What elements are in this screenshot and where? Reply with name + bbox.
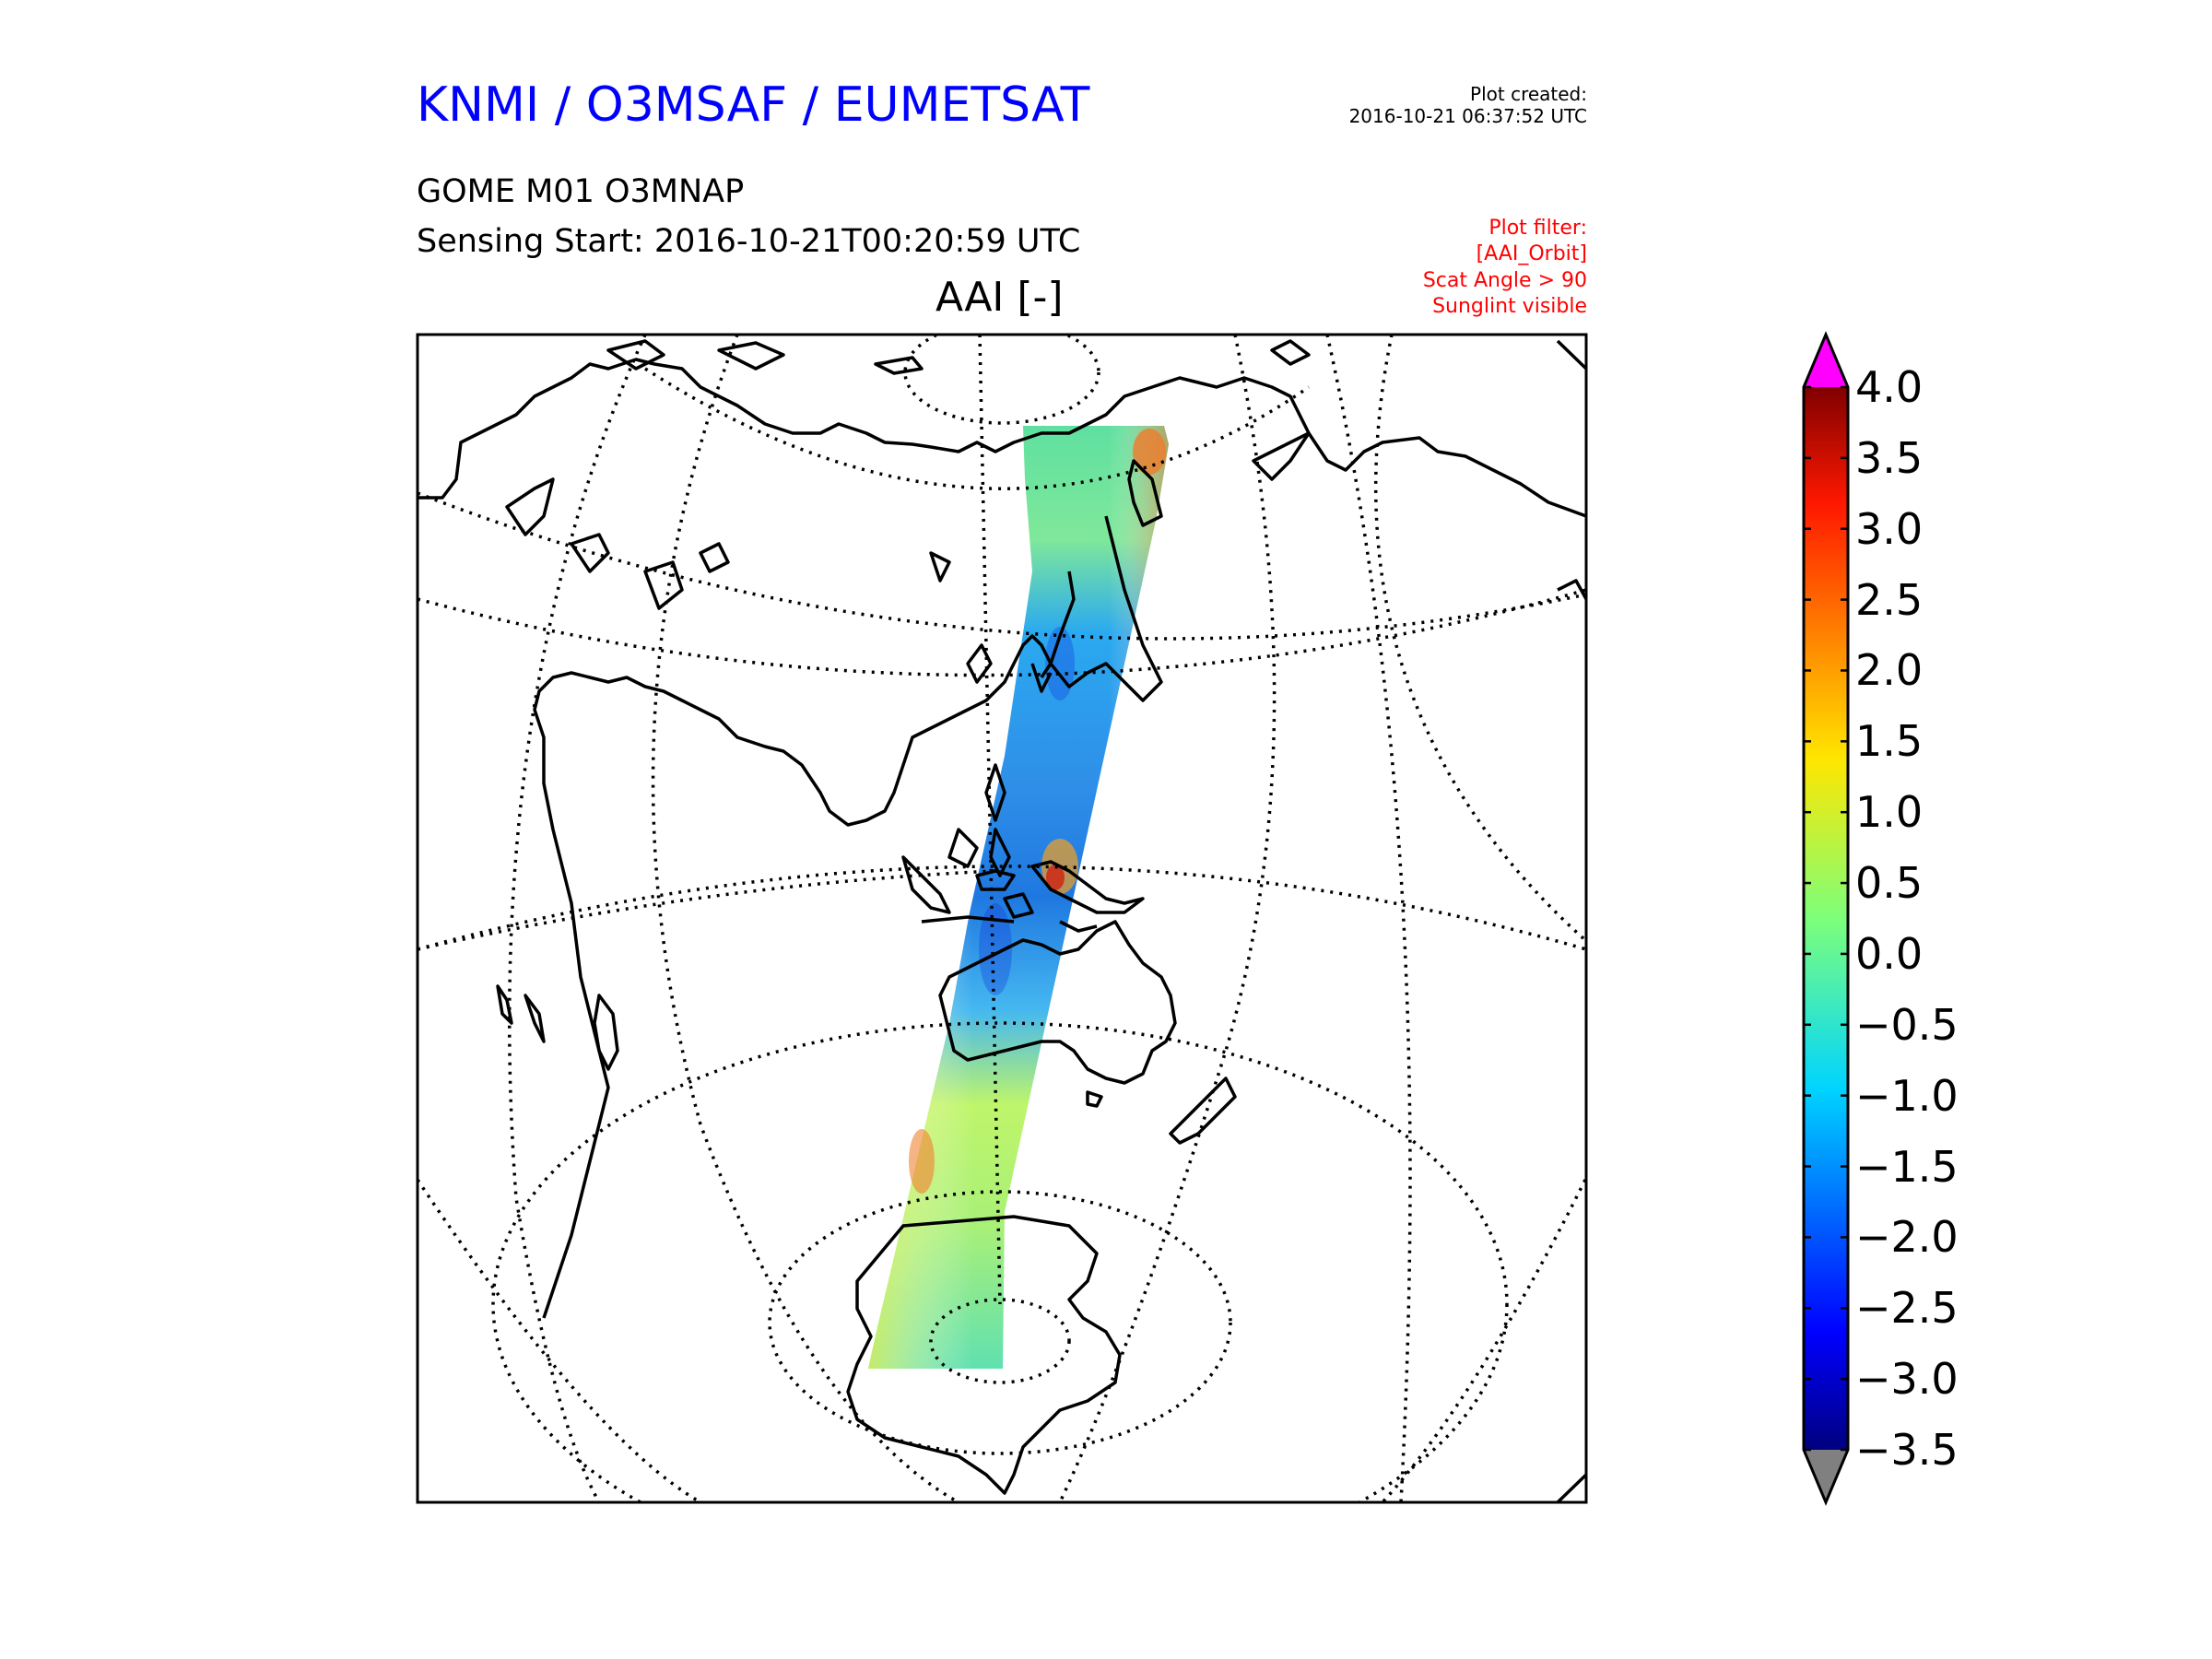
colorbar-tick-label: 2.5	[1855, 574, 1924, 625]
plot-filter-line: Plot filter:	[1488, 217, 1587, 240]
colorbar-tick-label: 1.5	[1855, 716, 1924, 767]
plot-filter-line: Sunglint visible	[1432, 295, 1587, 318]
colorbar-tick-label: 0.5	[1855, 858, 1924, 909]
colorbar-tick-label: 3.5	[1855, 432, 1924, 483]
colorbar-tick-label: −1.5	[1855, 1141, 1959, 1192]
map-title: AAI [-]	[935, 274, 1064, 321]
plot-filter-line: Scat Angle > 90	[1422, 269, 1587, 292]
product-name: GOME M01 O3MNAP	[417, 173, 745, 210]
colorbar-under-extension	[1804, 1450, 1848, 1502]
plot-filter-line: [AAI_Orbit]	[1476, 242, 1587, 265]
colorbar-tick-label: 0.0	[1855, 928, 1924, 979]
plot-created-label: Plot created:	[1470, 83, 1587, 105]
colorbar-tick-label: 3.0	[1855, 503, 1924, 554]
colorbar-tick-label: −3.5	[1855, 1425, 1959, 1475]
coastlines	[418, 339, 1586, 1502]
map-frame	[416, 333, 1588, 1504]
colorbar-over-extension	[1804, 335, 1848, 387]
plot-created-timestamp: 2016-10-21 06:37:52 UTC	[1348, 105, 1587, 127]
colorbar-tick-label: −0.5	[1855, 999, 1959, 1050]
map-area	[418, 335, 1586, 1502]
colorbar-tick-label: 2.0	[1855, 645, 1924, 696]
colorbar-tick-label: −1.0	[1855, 1070, 1959, 1121]
colorbar-tick-label: −2.0	[1855, 1212, 1959, 1263]
colorbar-tick-label: −2.5	[1855, 1283, 1959, 1334]
colorbar-tick-label: 4.0	[1855, 362, 1924, 412]
colorbar-tick-label: −3.0	[1855, 1354, 1959, 1405]
colorbar-gradient	[1804, 387, 1848, 1450]
colorbar	[1802, 331, 1850, 1506]
colorbar-tick-label: 1.0	[1855, 787, 1924, 838]
sensing-start: Sensing Start: 2016-10-21T00:20:59 UTC	[417, 223, 1081, 260]
aai-swath	[868, 426, 1169, 1369]
organization-title: KNMI / O3MSAF / EUMETSAT	[417, 77, 1090, 133]
